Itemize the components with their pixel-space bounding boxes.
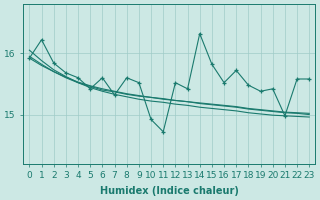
X-axis label: Humidex (Indice chaleur): Humidex (Indice chaleur) [100, 186, 239, 196]
